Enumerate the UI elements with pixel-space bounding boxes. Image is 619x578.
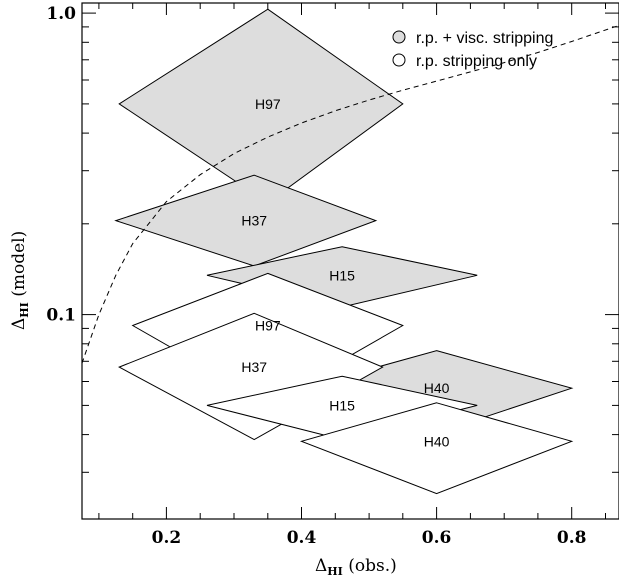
y-tick-label: 1.0 xyxy=(46,4,76,24)
y-tick-label: 0.1 xyxy=(46,306,76,326)
point-label-open-h40: H40 xyxy=(424,433,450,449)
point-label-open-h97: H97 xyxy=(255,318,281,334)
y-axis-label-rest: (model) xyxy=(9,231,29,302)
plot-frame xyxy=(81,2,619,520)
point-label-filled-h15: H15 xyxy=(329,267,355,283)
x-axis-label-symbol: Δ xyxy=(315,556,327,576)
point-label-open-h15: H15 xyxy=(329,397,355,413)
reference-curve xyxy=(81,24,619,364)
legend-label-open: r.p. stripping only xyxy=(416,53,537,70)
legend-label-filled: r.p. + visc. stripping xyxy=(416,30,553,47)
point-labels-layer: H97 H37 H15 H40 H97 H37 H15 H40 xyxy=(241,96,449,449)
y-axis-label: ΔHI (model) xyxy=(9,231,31,330)
x-axis-label-rest: (obs.) xyxy=(343,556,397,576)
x-axis-label: ΔHI (obs.) xyxy=(315,556,397,578)
point-label-open-h37: H37 xyxy=(241,359,267,375)
diamond-open-h40 xyxy=(299,402,574,495)
open-diamonds-layer xyxy=(118,272,574,495)
point-label-filled-h97: H97 xyxy=(255,96,281,112)
x-tick-label: 0.4 xyxy=(287,528,317,548)
y-axis-label-symbol: Δ xyxy=(9,318,29,330)
diamond-open-h37 xyxy=(118,312,384,441)
x-axis-label-sub: HI xyxy=(327,565,343,578)
point-label-filled-h37: H37 xyxy=(241,213,267,229)
ticks-layer: 0.2 0.4 0.6 0.8 0.1 1.0 xyxy=(46,3,619,548)
reference-curve-layer xyxy=(81,24,619,364)
legend: r.p. + visc. stripping r.p. stripping on… xyxy=(392,30,553,70)
legend-marker-open xyxy=(392,53,406,67)
legend-marker-filled xyxy=(392,30,406,44)
x-tick-label: 0.8 xyxy=(557,528,587,548)
x-tick-label: 0.6 xyxy=(422,528,452,548)
point-label-filled-h40: H40 xyxy=(424,380,450,396)
y-axis-label-sub: HI xyxy=(18,302,31,318)
x-tick-label: 0.2 xyxy=(152,528,182,548)
